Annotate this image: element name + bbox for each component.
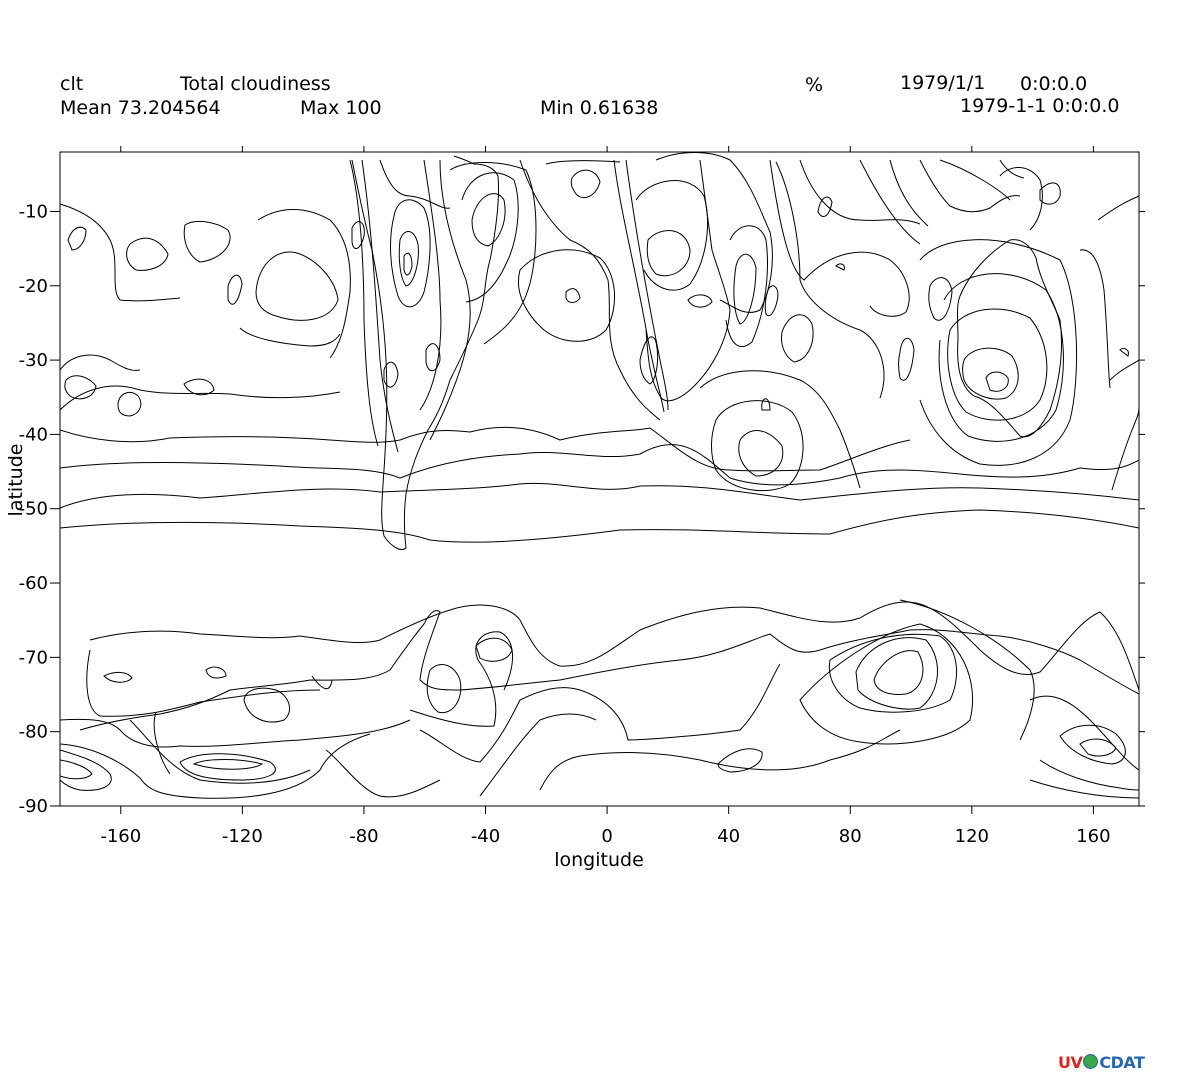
globe-icon (1083, 1054, 1099, 1069)
y-tick-label: -60 (19, 573, 48, 594)
axis-ticks (50, 146, 1145, 814)
y-tick-label: -80 (19, 722, 48, 743)
x-tick-label: 40 (717, 826, 740, 847)
logo-cdat: CDAT (1099, 1053, 1145, 1072)
uvcdat-logo: UV CDAT (1058, 1053, 1145, 1072)
x-tick-label: 0 (601, 826, 612, 847)
y-tick-label: -10 (19, 201, 48, 222)
x-tick-labels: -160 -120 -80 -40 0 40 80 120 160 (100, 826, 1110, 847)
variable-name: clt (60, 73, 84, 95)
y-tick-label: -70 (19, 647, 48, 668)
x-tick-label: 120 (955, 826, 989, 847)
datetime-label: 1979-1-1 0:0:0.0 (960, 95, 1120, 117)
cloudiness-contours (60, 152, 1139, 799)
y-tick-label: -40 (19, 424, 48, 445)
x-tick-label: -160 (100, 826, 141, 847)
variable-long-name: Total cloudiness (180, 73, 331, 95)
date-label: 1979/1/1 (900, 72, 986, 94)
x-tick-label: 160 (1076, 826, 1110, 847)
logo-uv: UV (1058, 1053, 1083, 1072)
y-tick-labels: -10 -20 -30 -40 -50 -60 -70 -80 -90 (19, 201, 48, 817)
x-tick-label: 80 (839, 826, 862, 847)
y-axis-label: latitude (5, 444, 27, 517)
coastlines (79, 155, 1139, 775)
x-tick-label: -120 (222, 826, 263, 847)
mean-label: Mean 73.204564 (60, 97, 221, 119)
x-axis-label: longitude (554, 849, 644, 871)
units-label: % (805, 74, 824, 96)
y-tick-label: -90 (19, 796, 48, 817)
y-tick-label: -20 (19, 276, 48, 297)
plot-frame (59, 151, 1140, 807)
y-tick-label: -30 (19, 350, 48, 371)
min-label: Min 0.61638 (540, 97, 659, 119)
max-label: Max 100 (300, 97, 382, 119)
x-tick-label: -40 (471, 826, 500, 847)
time-label: 0:0:0.0 (1020, 73, 1088, 95)
x-tick-label: -80 (349, 826, 378, 847)
y-tick-label: -50 (19, 499, 48, 520)
